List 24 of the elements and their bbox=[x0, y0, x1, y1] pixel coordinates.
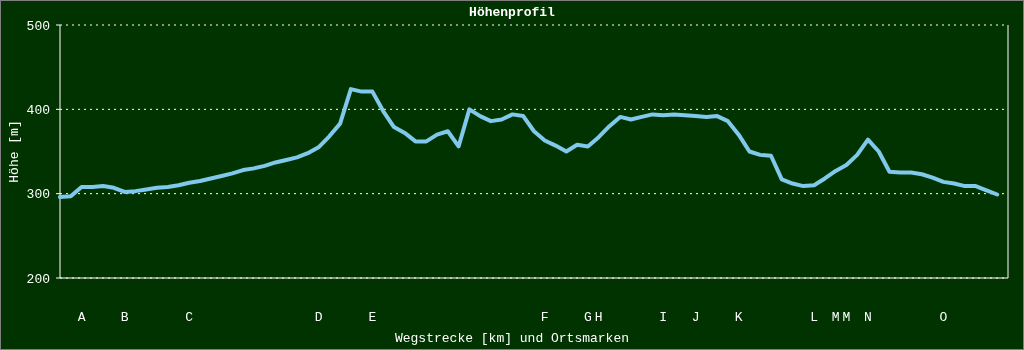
y-tick-label: 300 bbox=[26, 187, 50, 203]
y-tick-label: 500 bbox=[26, 18, 50, 34]
x-tick-label: I bbox=[659, 310, 668, 325]
x-tick-label: H bbox=[594, 310, 603, 325]
x-tick-label: N bbox=[864, 310, 872, 325]
x-tick-label: K bbox=[734, 310, 743, 325]
x-tick-label: O bbox=[939, 310, 948, 325]
x-tick-label: B bbox=[120, 310, 129, 325]
x-tick-label: C bbox=[185, 310, 194, 325]
line-series bbox=[58, 87, 1000, 200]
y-axis-title: Höhe [m] bbox=[7, 120, 22, 183]
x-tick-label: J bbox=[691, 310, 700, 325]
chart-title: Höhenprofil bbox=[469, 5, 556, 20]
x-tick-label: D bbox=[314, 310, 323, 325]
y-tick-label: 400 bbox=[26, 102, 50, 118]
x-tick-label: L bbox=[810, 310, 818, 325]
x-tick-label: M bbox=[831, 310, 840, 325]
x-tick-label: G bbox=[583, 310, 592, 325]
x-tick-label: M bbox=[842, 310, 851, 325]
x-axis-title: Wegstrecke [km] und Ortsmarken bbox=[394, 331, 630, 346]
x-tick-label: E bbox=[368, 310, 377, 325]
y-tick-label: 200 bbox=[26, 271, 50, 287]
x-tick-label: A bbox=[77, 310, 86, 325]
x-tick-label: F bbox=[540, 310, 549, 325]
